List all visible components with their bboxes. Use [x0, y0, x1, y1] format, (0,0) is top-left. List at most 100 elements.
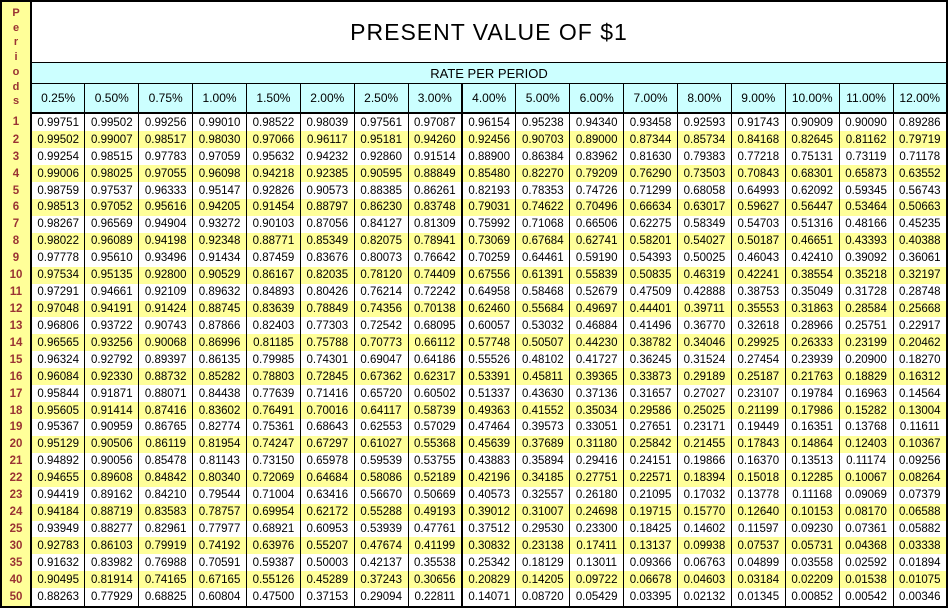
value-cell: 0.79919: [138, 537, 194, 555]
value-cell: 0.55684: [515, 300, 571, 318]
value-cell: 0.94218: [246, 165, 301, 183]
value-cell: 0.06763: [677, 554, 732, 572]
value-cell: 0.09938: [677, 537, 732, 555]
value-cell: 0.73069: [461, 232, 517, 250]
value-cell: 0.96806: [30, 317, 86, 335]
value-cell: 0.67684: [515, 232, 571, 250]
value-cell: 0.90909: [784, 113, 840, 132]
value-cell: 0.76642: [407, 249, 463, 267]
value-cell: 0.14864: [784, 435, 840, 453]
value-cell: 0.25751: [838, 317, 894, 335]
value-cell: 0.17843: [730, 435, 786, 453]
value-cell: 0.16370: [730, 452, 786, 470]
value-cell: 0.09256: [892, 452, 948, 470]
value-cell: 0.67165: [192, 571, 247, 589]
period-cell: 8: [1, 232, 32, 250]
value-cell: 0.03338: [892, 537, 948, 555]
periods-letter: i: [14, 51, 18, 64]
value-cell: 0.92456: [461, 131, 517, 149]
value-cell: 0.94904: [138, 215, 194, 233]
rate-column-header: 3.00%: [407, 83, 463, 114]
value-cell: 0.78353: [515, 182, 571, 200]
value-cell: 0.49363: [461, 402, 517, 420]
value-cell: 0.36245: [623, 351, 678, 369]
value-cell: 0.07361: [838, 520, 894, 538]
value-cell: 0.09230: [784, 520, 840, 538]
period-cell: 22: [1, 469, 32, 487]
value-cell: 0.99007: [84, 131, 140, 149]
value-cell: 0.04899: [730, 554, 786, 572]
value-cell: 0.79544: [192, 486, 247, 504]
value-cell: 0.86103: [84, 537, 140, 555]
value-cell: 0.82403: [246, 317, 301, 335]
value-cell: 0.42137: [353, 554, 409, 572]
value-cell: 0.80340: [192, 469, 247, 487]
rate-column-header: 6.00%: [569, 83, 625, 114]
value-cell: 0.84168: [730, 131, 786, 149]
value-cell: 0.58086: [353, 469, 409, 487]
value-cell: 0.31657: [623, 385, 678, 403]
value-cell: 0.21095: [623, 486, 678, 504]
period-cell: 15: [1, 351, 32, 369]
value-cell: 0.30656: [407, 571, 463, 589]
value-cell: 0.53755: [407, 452, 463, 470]
value-cell: 0.09069: [838, 486, 894, 504]
value-cell: 0.91454: [246, 199, 301, 216]
table-row: 6 0.98513 0.97052 0.95616 0.94205 0.91454 0.88…: [1, 199, 948, 216]
table-row: 23 0.94419 0.89162 0.84210 0.79544 0.71004 0.6…: [1, 486, 948, 504]
value-cell: 0.35894: [515, 452, 571, 470]
value-cell: 0.44401: [623, 300, 678, 318]
value-cell: 0.21199: [730, 402, 786, 420]
value-cell: 0.23199: [838, 334, 894, 352]
value-cell: 0.85349: [299, 232, 355, 250]
value-cell: 0.23300: [569, 520, 625, 538]
value-cell: 0.80073: [353, 249, 409, 267]
value-cell: 0.04368: [838, 537, 894, 555]
value-cell: 0.92348: [192, 232, 247, 250]
value-cell: 0.82075: [353, 232, 409, 250]
value-cell: 0.18394: [677, 469, 732, 487]
value-cell: 0.54703: [730, 215, 786, 233]
value-cell: 0.00852: [784, 588, 840, 607]
value-cell: 0.26333: [784, 334, 840, 352]
value-cell: 0.10367: [892, 435, 948, 453]
value-cell: 0.13778: [730, 486, 786, 504]
value-cell: 0.98039: [299, 113, 355, 132]
value-cell: 0.92792: [84, 351, 140, 369]
value-cell: 0.47761: [407, 520, 463, 538]
rate-column-header: 10.00%: [784, 83, 840, 114]
value-cell: 0.87344: [623, 131, 678, 149]
value-cell: 0.74165: [138, 571, 194, 589]
value-cell: 0.73150: [246, 452, 301, 470]
value-cell: 0.50669: [407, 486, 463, 504]
value-cell: 0.17986: [784, 402, 840, 420]
value-cell: 0.38554: [784, 266, 840, 284]
value-cell: 0.82270: [515, 165, 571, 183]
period-cell: 9: [1, 249, 32, 267]
value-cell: 0.97052: [84, 199, 140, 216]
value-cell: 0.98267: [30, 215, 86, 233]
value-cell: 0.29925: [730, 334, 786, 352]
table-row: 25 0.93949 0.88277 0.82961 0.77977 0.68921 0.6…: [1, 520, 948, 538]
value-cell: 0.96333: [138, 182, 194, 200]
value-cell: 0.58201: [623, 232, 678, 250]
rate-column-header: 4.00%: [461, 83, 517, 114]
value-cell: 0.45235: [892, 215, 948, 233]
value-cell: 0.08170: [838, 503, 894, 521]
value-cell: 0.44230: [569, 334, 625, 352]
value-cell: 0.09722: [569, 571, 625, 589]
table-row: 50 0.88263 0.77929 0.68825 0.60804 0.47500 0.3…: [1, 588, 948, 607]
table-row: 17 0.95844 0.91871 0.88071 0.84438 0.77639 0.7…: [1, 385, 948, 403]
value-cell: 0.60057: [461, 317, 517, 335]
table-body: 1 0.99751 0.99502 0.99256 0.99010 0.98522 0.98…: [1, 113, 948, 607]
value-cell: 0.97059: [192, 148, 247, 166]
value-cell: 0.95844: [30, 385, 86, 403]
period-cell: 7: [1, 215, 32, 233]
table-row: 30 0.92783 0.86103 0.79919 0.74192 0.63976 0.5…: [1, 537, 948, 555]
value-cell: 0.15018: [730, 469, 786, 487]
value-cell: 0.53391: [461, 368, 517, 386]
value-cell: 0.08720: [515, 588, 571, 607]
value-cell: 0.41496: [623, 317, 678, 335]
value-cell: 0.47674: [353, 537, 409, 555]
